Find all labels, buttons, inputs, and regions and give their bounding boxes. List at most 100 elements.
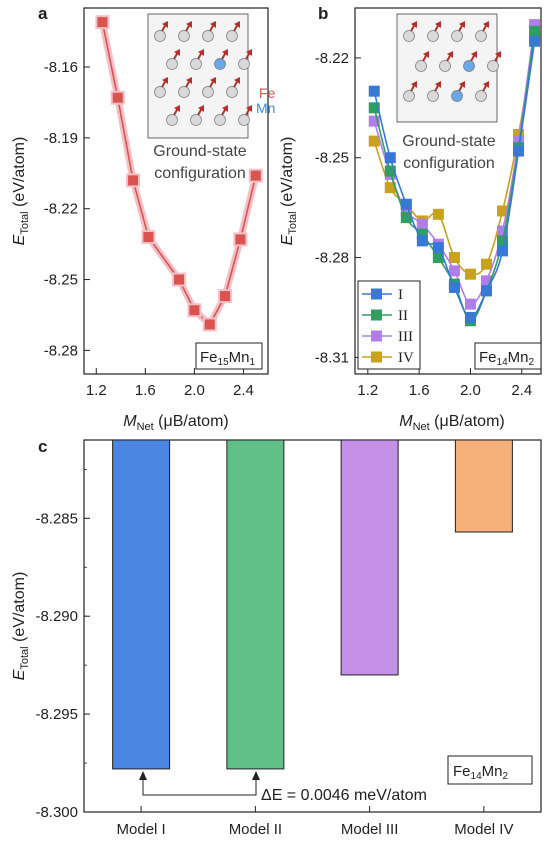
spin-arrowhead xyxy=(210,21,216,28)
data-point-I xyxy=(497,245,509,257)
data-point-I xyxy=(416,235,428,247)
fe-atom xyxy=(487,60,499,72)
panel-c-ylabel-units: (eV/atom) xyxy=(11,572,28,642)
data-point xyxy=(189,305,200,316)
panel-b-ylabel-sub: Total xyxy=(287,211,299,234)
fe-atom xyxy=(178,86,190,98)
data-point-III xyxy=(480,275,492,287)
panel-a-composition-box xyxy=(195,342,263,370)
bar-model-4 xyxy=(454,439,513,533)
series-line xyxy=(101,22,257,326)
data-point-IV xyxy=(480,258,492,270)
y-tick-label: -8.300 xyxy=(35,804,78,821)
fe-atom xyxy=(403,30,415,42)
data-point-I xyxy=(529,35,541,47)
panel-c-delta-annotation: ΔE = 0.0046 meV/atom xyxy=(139,771,427,804)
panel-b: b 1.2 1.6 2.0 2.4 -8.22 -8.25 -8.28 -8.31 Groun… xyxy=(279,4,542,433)
panel-a-base-count: 15 xyxy=(218,357,230,368)
y-tick-label: -8.285 xyxy=(35,510,78,527)
spin-arrowhead xyxy=(495,51,501,58)
x-tick-label: 1.2 xyxy=(357,382,378,399)
y-tick-label: -8.28 xyxy=(44,342,78,359)
spin-arrowhead xyxy=(162,77,168,84)
legend-marker xyxy=(371,330,382,342)
panel-a-xlabel-units: (μB/atom) xyxy=(158,413,229,430)
panel-b-letter: b xyxy=(318,4,328,23)
data-point-III xyxy=(513,135,525,147)
panel-c-ylabel: ETotal (eV/atom) xyxy=(11,572,31,681)
panel-a-mn-label: Mn xyxy=(256,100,275,116)
data-point-I xyxy=(432,242,444,254)
panel-b-xlabel-main: M xyxy=(399,413,413,430)
fe-atom xyxy=(475,90,487,102)
x-tick-label: Model II xyxy=(229,821,282,838)
data-point-IV xyxy=(384,182,396,194)
legend-marker xyxy=(371,288,382,300)
y-tick-label: -8.25 xyxy=(315,150,349,167)
fe-atom xyxy=(226,30,238,42)
fe-atom xyxy=(166,58,178,70)
y-tick-label: -8.22 xyxy=(44,201,78,218)
data-point-IV xyxy=(513,128,525,140)
data-point-III xyxy=(497,225,509,237)
fe-atom xyxy=(214,114,226,126)
panel-b-xlabel-sub: Net xyxy=(413,421,430,433)
series-line-I xyxy=(373,41,536,319)
panel-b-composition-label: Fe14Mn2 xyxy=(479,349,534,368)
spin-arrowhead xyxy=(447,51,453,58)
panel-c-axes: -8.285 -8.290 -8.295 -8.300 Model I Model II M… xyxy=(35,468,513,838)
spin-arrowhead xyxy=(210,77,216,84)
spin-arrowhead xyxy=(471,51,477,58)
y-tick-label: -8.295 xyxy=(35,706,78,723)
panel-c-plot xyxy=(112,439,513,770)
panel-b-caption-line1: Ground-state xyxy=(402,133,495,150)
panel-b-frame xyxy=(354,7,542,375)
panel-c-composition-box xyxy=(447,755,533,785)
panel-c: c -8.285 -8.290 -8.295 -8.300 Model I Model I… xyxy=(11,437,542,838)
data-point xyxy=(220,291,231,302)
spin-arrowhead xyxy=(246,105,252,112)
legend-marker xyxy=(371,309,382,321)
data-point xyxy=(250,170,261,181)
panel-b-plot xyxy=(368,19,541,327)
y-tick-label: -8.16 xyxy=(44,59,78,76)
mn-atom xyxy=(451,90,463,102)
panel-a-inset: Fe Mn Ground-state configuration xyxy=(147,13,276,182)
spin-arrowhead xyxy=(162,21,168,28)
data-point-II xyxy=(432,252,444,264)
fe-atom xyxy=(202,86,214,98)
data-point-III xyxy=(416,218,428,230)
fe-atom xyxy=(427,30,439,42)
fe-atom xyxy=(226,86,238,98)
data-point-I xyxy=(448,281,460,293)
data-point-II xyxy=(497,235,509,247)
x-tick-label: 2.4 xyxy=(511,382,532,399)
panel-b-xlabel: MNet (μB/atom) xyxy=(399,413,504,433)
data-point-I xyxy=(513,145,525,157)
spin-arrowhead xyxy=(411,21,417,28)
data-point-III xyxy=(368,115,380,127)
panel-b-alloy-count: 2 xyxy=(528,357,534,368)
panel-a-xlabel: MNet (μB/atom) xyxy=(123,413,228,433)
panel-a-ylabel-units: (eV/atom) xyxy=(11,137,28,207)
y-tick-label: -8.25 xyxy=(44,272,78,289)
mn-atom xyxy=(463,60,475,72)
fe-atom xyxy=(475,30,487,42)
data-point-I xyxy=(480,285,492,297)
mn-atom xyxy=(214,58,226,70)
data-point-IV xyxy=(464,268,476,280)
x-tick-label: 1.6 xyxy=(409,382,430,399)
spin-arrowhead xyxy=(435,81,441,88)
panel-b-caption-line2: configuration xyxy=(403,155,495,172)
x-tick-label: Model III xyxy=(341,821,399,838)
data-point-III xyxy=(400,205,412,217)
data-point-III xyxy=(464,298,476,310)
fe-atom xyxy=(178,30,190,42)
spin-arrowhead xyxy=(198,105,204,112)
panel-b-ylabel-main: E xyxy=(279,234,296,245)
fe-atom xyxy=(238,58,250,70)
panel-a-base-element: Fe xyxy=(200,349,218,366)
data-point xyxy=(235,234,246,245)
data-point-I xyxy=(384,152,396,164)
